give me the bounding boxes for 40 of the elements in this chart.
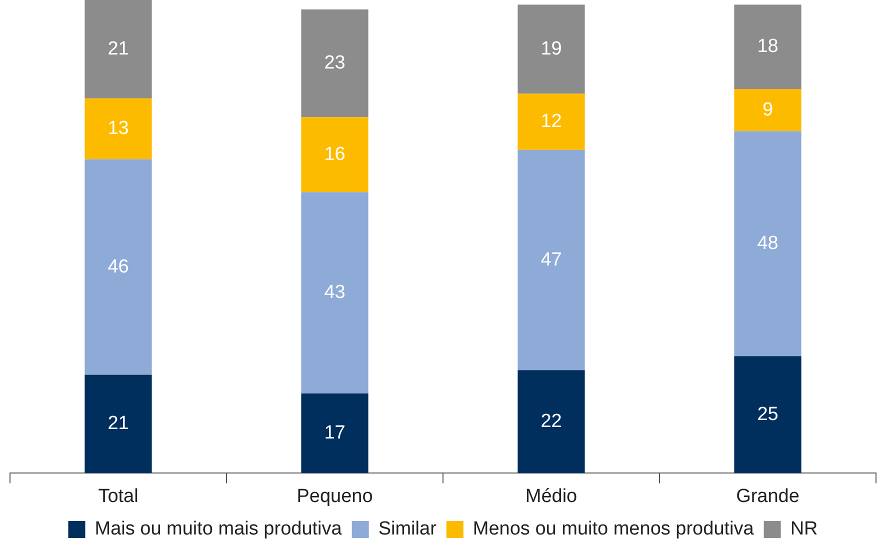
legend-label: Similar xyxy=(378,518,438,540)
bar xyxy=(301,9,368,118)
data-label: 12 xyxy=(540,111,562,132)
data-label: 17 xyxy=(324,422,346,444)
bar xyxy=(84,374,152,474)
bar xyxy=(734,356,802,474)
data-label: 16 xyxy=(324,144,346,165)
bar xyxy=(518,94,585,150)
data-label: 22 xyxy=(540,410,562,432)
data-label: 21 xyxy=(108,413,129,434)
data-label: 46 xyxy=(108,256,129,278)
data-label: 25 xyxy=(757,404,778,425)
bar xyxy=(301,394,368,474)
data-label: 13 xyxy=(108,118,129,140)
bar xyxy=(518,150,585,370)
x-tick-label: Total xyxy=(98,486,138,507)
data-label: 47 xyxy=(540,249,562,270)
data-label: 23 xyxy=(324,52,346,74)
bar xyxy=(518,4,585,94)
bar xyxy=(84,98,152,160)
data-label: 21 xyxy=(108,38,129,60)
bar xyxy=(84,159,152,375)
legend-label: Menos ou muito menos produtiva xyxy=(472,518,754,540)
bar xyxy=(84,0,152,98)
x-tick-label: Pequeno xyxy=(296,486,373,507)
data-label: 43 xyxy=(324,282,346,304)
bar xyxy=(734,4,802,90)
bar xyxy=(301,117,368,192)
data-label: 19 xyxy=(540,38,562,60)
bar xyxy=(734,131,802,356)
data-label: 48 xyxy=(757,232,778,254)
legend-label: NR xyxy=(790,518,818,540)
legend-label: Mais ou muito mais produtiva xyxy=(94,518,342,540)
bar xyxy=(518,370,585,474)
x-tick-label: Grande xyxy=(736,486,800,507)
data-label: 18 xyxy=(757,36,778,58)
x-tick-label: Médio xyxy=(525,486,578,507)
data-label: 9 xyxy=(762,99,774,120)
bar xyxy=(734,89,802,132)
bar xyxy=(301,192,368,394)
